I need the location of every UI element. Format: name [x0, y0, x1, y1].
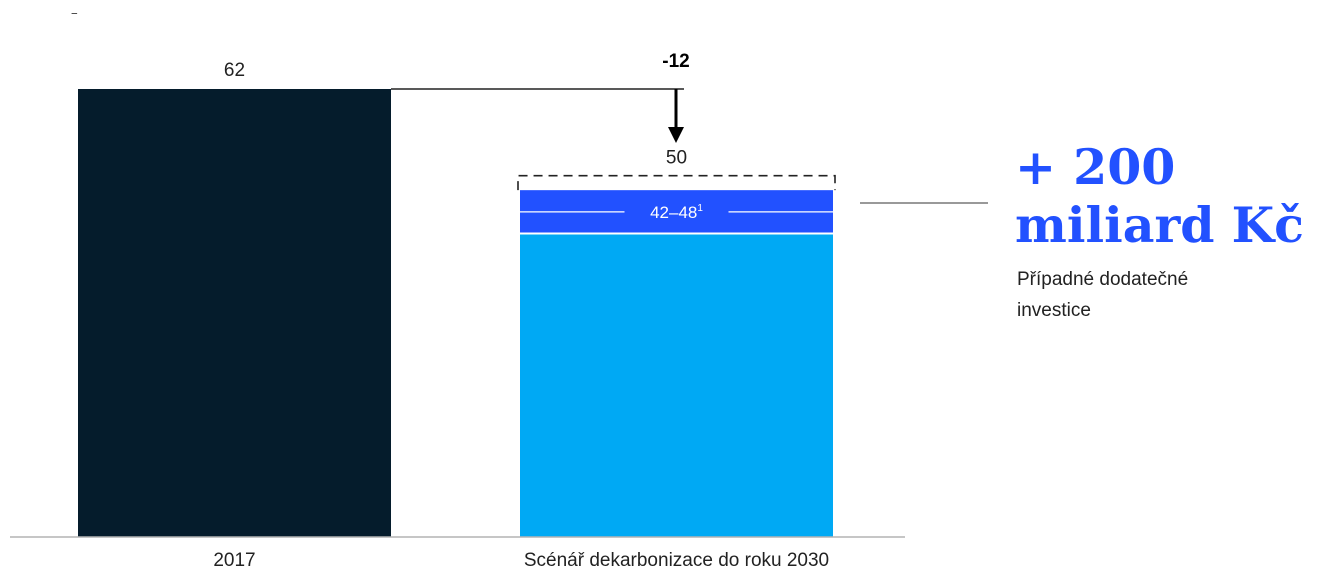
- bar-2017: [78, 89, 391, 537]
- investment-amount: + 200 miliard Kč: [1015, 138, 1307, 254]
- top-left-mark: ‾: [71, 11, 78, 27]
- delta-arrow-head: [668, 127, 684, 143]
- bar-segment-base: [520, 233, 833, 538]
- range-footnote: 1: [697, 203, 703, 214]
- investment-amount-line1: + 200: [1015, 138, 1176, 196]
- investment-description: Případné dodatečné investice: [1017, 269, 1189, 321]
- category-label-0: 2017: [213, 550, 255, 569]
- category-label-1: Scénář dekarbonizace do roku 2030: [524, 550, 829, 569]
- dashed-bracket: [517, 174, 836, 191]
- investment-amount-line2: miliard Kč: [1015, 196, 1304, 254]
- data-label-2030: 50: [666, 148, 687, 169]
- data-label-2017: 62: [224, 60, 245, 81]
- range-label: 42–481: [650, 203, 703, 222]
- investment-callout: + 200 miliard Kč Případné dodatečné inve…: [1015, 138, 1307, 326]
- delta-label: -12: [662, 51, 689, 72]
